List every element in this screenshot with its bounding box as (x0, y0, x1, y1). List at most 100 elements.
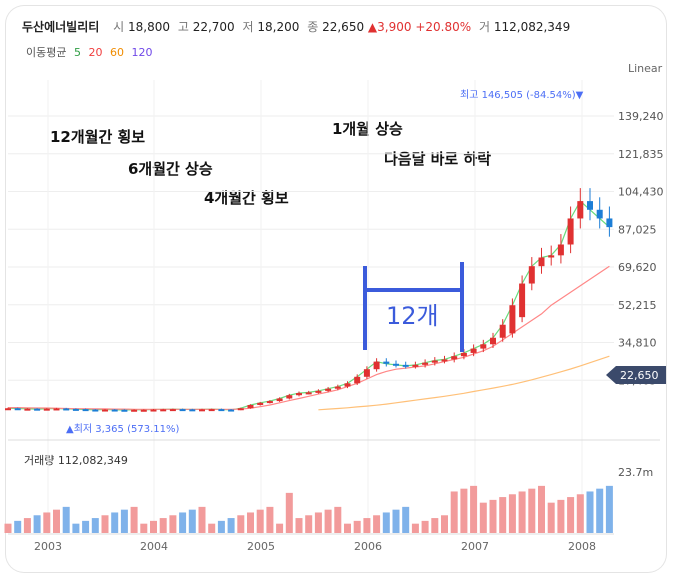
candle (431, 360, 438, 363)
candle (5, 408, 11, 411)
candle (538, 257, 545, 267)
candle (296, 393, 302, 396)
volume-bar (111, 512, 119, 533)
candle (121, 409, 128, 412)
volume-bar (266, 506, 274, 533)
candle (509, 305, 516, 334)
moving-average-legend[interactable]: 이동평균 5 20 60 120 (22, 44, 152, 60)
volume-bar (508, 494, 516, 533)
candle (276, 398, 283, 402)
volume-bar (120, 509, 128, 533)
volume-bar (538, 485, 545, 533)
candle (34, 408, 41, 411)
candle (169, 409, 176, 412)
candle (199, 409, 205, 412)
volume-bar (305, 515, 313, 533)
candle (344, 383, 351, 387)
candle (548, 255, 555, 258)
ma-5: 5 (73, 46, 81, 59)
candle (208, 409, 215, 412)
candle (286, 395, 293, 399)
volume-bar (353, 520, 361, 533)
volume-total: 112,082,349 (493, 20, 571, 34)
candle (334, 386, 341, 389)
volume-bar (237, 515, 245, 533)
x-tick-label: 2006 (354, 540, 382, 553)
candle (451, 356, 458, 360)
volume-bar (605, 485, 613, 533)
ma-20: 20 (88, 46, 103, 59)
volume-bar (179, 512, 187, 533)
price-change-pct: +20.80% (415, 20, 472, 34)
candle (596, 209, 603, 219)
candle (266, 401, 273, 404)
volume-bar (499, 497, 507, 533)
candle (131, 409, 138, 412)
volume-bar (150, 520, 157, 533)
volume-bar (256, 509, 264, 533)
volume-bar (159, 518, 167, 533)
candle (499, 324, 506, 338)
annotation-drop-next-month: 다음달 바로 하락 (384, 150, 492, 168)
bracket-label: 12개 (386, 302, 439, 330)
scale-mode-selector[interactable]: Linear (628, 62, 663, 75)
candle (43, 408, 50, 411)
ma-line-20 (8, 265, 610, 410)
candle (247, 404, 254, 409)
volume-bar (441, 515, 448, 533)
candle (490, 337, 496, 345)
volume-bar (431, 518, 439, 533)
low-price: 18,200 (257, 20, 300, 34)
candle (393, 363, 399, 366)
candle (14, 408, 21, 411)
volume-bar (576, 494, 584, 533)
candle (140, 409, 147, 412)
x-tick-label: 2005 (247, 540, 275, 553)
candle (567, 218, 574, 245)
candle (402, 364, 409, 367)
volume-bar (392, 509, 400, 533)
ma-120: 120 (131, 46, 153, 59)
volume-bar (130, 506, 138, 533)
candle (237, 408, 244, 411)
candle (82, 409, 89, 412)
volume-bar (285, 492, 293, 533)
candle (577, 201, 584, 219)
y-tick-label: 87,025 (618, 223, 657, 236)
volume-bar (53, 509, 60, 533)
high-price: 22,700 (192, 20, 235, 34)
candle (519, 283, 526, 318)
annotation-rise-6m: 6개월간 상승 (128, 160, 213, 178)
quote-header: 두산에너빌리티 시 18,800 고 22,700 저 18,200 종 22,… (22, 20, 571, 34)
y-tick-label: 34,810 (618, 337, 657, 350)
candle (460, 352, 467, 357)
candle (228, 409, 235, 412)
volume-tick-label: 23.7m (618, 466, 653, 479)
open-price: 18,800 (127, 20, 170, 34)
candle (257, 402, 264, 405)
candle (441, 359, 448, 362)
volume-bar (72, 523, 80, 533)
candle (373, 361, 380, 370)
candle (160, 409, 167, 412)
price-change: ▲3,900 (367, 20, 412, 34)
annotation-rise-1m: 1개월 상승 (332, 120, 403, 138)
volume-bar (43, 512, 51, 533)
volume-bar (82, 520, 90, 533)
volume-bar (334, 506, 342, 533)
candle (150, 409, 157, 412)
volume-bar (188, 509, 196, 533)
volume-bar (227, 518, 235, 533)
volume-bar (247, 512, 254, 533)
volume-bar (421, 520, 429, 533)
volume-bar (363, 518, 371, 533)
close-price: 22,650 (322, 20, 365, 34)
y-tick-label: 69,620 (618, 261, 657, 274)
volume-bar (91, 518, 99, 533)
candle (315, 390, 322, 393)
candle (63, 408, 70, 411)
volume-bar (324, 509, 332, 533)
volume-bar (23, 518, 31, 533)
volume-bar (373, 515, 381, 533)
